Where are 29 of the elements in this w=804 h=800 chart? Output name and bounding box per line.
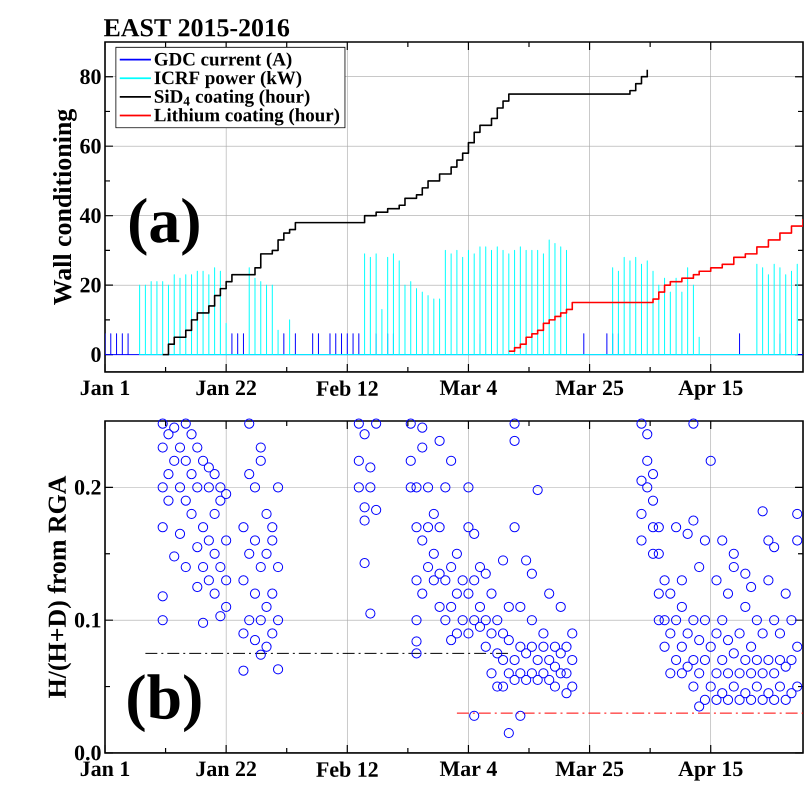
y-tick-label: 60 [80, 138, 101, 154]
x-tick-label: Feb 12 [316, 761, 378, 777]
y-axis-title: Wall conditioning [53, 109, 77, 305]
x-tick-label: Mar 4 [440, 761, 497, 776]
y-tick-label: 80 [80, 69, 101, 84]
x-tick-label: Mar 4 [440, 380, 497, 396]
x-tick-label: Apr 15 [678, 380, 742, 400]
x-tick-label: Mar 25 [556, 380, 624, 396]
x-tick-label: Jan 22 [196, 761, 256, 776]
annotation: (b) [128, 674, 200, 732]
y-axis-title: H/(H+D) from RGA [47, 476, 72, 698]
y-tick-label: 40 [80, 208, 101, 224]
y-tick-label: 0.1 [74, 612, 100, 628]
legend-label: GDC current (A) [154, 52, 292, 70]
annotation: (a) [130, 198, 199, 256]
x-tick-label: Jan 1 [80, 761, 130, 776]
chart-title: EAST 2015-2016 [104, 19, 290, 36]
y-tick-label: 20 [80, 278, 101, 293]
x-tick-label: Feb 12 [316, 380, 378, 396]
y-tick-label: 0.0 [74, 746, 101, 760]
x-tick-label: Mar 25 [556, 761, 624, 776]
x-tick-label: Jan 22 [196, 380, 256, 396]
legend-label: SiD$_{4}$ coating (hour) [154, 90, 310, 107]
y-tick-label: 0.2 [74, 480, 101, 495]
x-tick-label: Jan 1 [80, 380, 130, 396]
legend-label: ICRF power (kW) [154, 70, 302, 88]
y-tick-label: 0 [91, 347, 101, 362]
x-tick-label: Apr 15 [678, 761, 742, 781]
legend-label: Lithium coating (hour) [154, 108, 340, 126]
